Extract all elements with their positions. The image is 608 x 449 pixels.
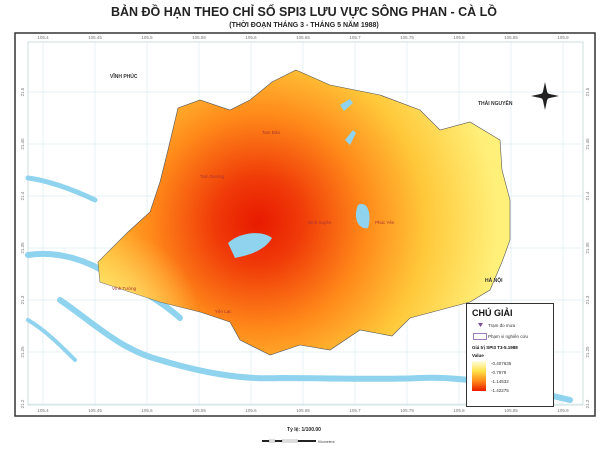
lon-tick-label: 105.8 xyxy=(453,35,465,40)
ramp-value: -0.7979 xyxy=(491,370,507,375)
lon-tick-label: 105.85 xyxy=(504,35,518,40)
lon-tick-label: 105.8 xyxy=(453,408,465,413)
lon-tick-label: 105.45 xyxy=(88,35,102,40)
legend-station: Trạm đo mưa xyxy=(472,323,548,328)
lat-tick-label: 21.2 xyxy=(585,399,590,408)
legend-title: CHÚ GIẢI xyxy=(472,308,513,318)
lat-tick-label: 21.5 xyxy=(585,87,590,96)
lat-tick-label: 21.4 xyxy=(20,191,25,200)
lat-tick-label: 21.45 xyxy=(20,138,25,150)
ramp-bar xyxy=(472,361,486,391)
district-label-phuc-yen: Phúc Yên xyxy=(375,220,395,225)
lon-tick-label: 105.75 xyxy=(400,408,414,413)
lon-tick-label: 105.6 xyxy=(245,408,257,413)
lon-tick-label: 105.9 xyxy=(557,408,569,413)
map-frame xyxy=(14,32,596,417)
district-label-binh-xuyen: Bình Xuyên xyxy=(308,220,332,225)
lat-tick-label: 21.35 xyxy=(585,242,590,254)
lon-tick-label: 105.4 xyxy=(37,408,49,413)
map-subtitle: (THỜI ĐOẠN THÁNG 3 - THÁNG 5 NĂM 1988) xyxy=(229,22,379,29)
basin-shading xyxy=(98,150,200,312)
district-label-vinh-tuong: Vĩnh Tường xyxy=(112,286,137,291)
district-label-tam-dao: Tam Đảo xyxy=(262,130,281,135)
district-label-tam-duong: Tam Dương xyxy=(200,174,224,179)
lon-tick-label: 105.75 xyxy=(400,35,414,40)
lon-tick-label: 105.5 xyxy=(141,35,153,40)
scale-label: Tỷ lệ: 1/100.00 xyxy=(287,427,321,433)
district-label-yen-lac: Yên Lạc xyxy=(215,309,232,314)
lon-tick-label: 105.6 xyxy=(245,35,257,40)
lon-tick-label: 105.45 xyxy=(88,408,102,413)
lon-tick-label: 105.55 xyxy=(192,35,206,40)
lat-tick-label: 21.4 xyxy=(585,191,590,200)
legend: CHÚ GIẢI Trạm đo mưa Phạm vi nghiên cứu … xyxy=(466,303,554,407)
triangle-station-icon xyxy=(472,323,488,328)
lon-tick-label: 105.7 xyxy=(349,408,361,413)
lat-tick-label: 21.45 xyxy=(585,138,590,150)
legend-boundary: Phạm vi nghiên cứu xyxy=(472,333,548,340)
lon-tick-label: 105.9 xyxy=(557,35,569,40)
lat-tick-label: 21.25 xyxy=(20,346,25,358)
legend-color-ramp: -0.407635 -0.7979 -1.14532 -1.42275 xyxy=(472,361,548,393)
ramp-value: -1.14532 xyxy=(491,379,509,384)
lat-tick-label: 21.2 xyxy=(20,399,25,408)
lat-tick-label: 21.25 xyxy=(585,346,590,358)
legend-station-label: Trạm đo mưa xyxy=(488,323,516,328)
lakes xyxy=(228,99,370,258)
region-label-ha-noi: HÀ NỘI xyxy=(485,276,503,284)
lat-tick-label: 21.3 xyxy=(585,295,590,304)
ramp-value: -1.42275 xyxy=(491,388,509,393)
lon-tick-label: 105.65 xyxy=(296,35,310,40)
region-label-thai-nguyen: THÁI NGUYÊN xyxy=(478,99,513,107)
lat-tick-label: 21.35 xyxy=(20,242,25,254)
lat-tick-label: 21.3 xyxy=(20,295,25,304)
ramp-value: -0.407635 xyxy=(491,361,512,366)
region-label-vinh-phuc: VĨNH PHÚC xyxy=(110,73,138,80)
lon-tick-label: 105.5 xyxy=(141,408,153,413)
legend-value-title: Giá trị SPI3 T3-5.1988 xyxy=(472,345,518,350)
lon-tick-label: 105.55 xyxy=(192,408,206,413)
lon-tick-label: 105.85 xyxy=(504,408,518,413)
map-title: BẢN ĐỒ HẠN THEO CHỈ SỐ SPI3 LƯU VỰC SÔNG… xyxy=(110,5,498,19)
legend-value-label: Value xyxy=(472,353,484,358)
boundary-swatch-icon xyxy=(473,333,487,340)
lon-tick-label: 105.65 xyxy=(296,408,310,413)
north-arrow-compass-icon xyxy=(531,82,559,110)
legend-boundary-label: Phạm vi nghiên cứu xyxy=(488,334,529,339)
lon-tick-label: 105.4 xyxy=(37,35,49,40)
lon-tick-label: 105.7 xyxy=(349,35,361,40)
lat-tick-label: 21.5 xyxy=(20,87,25,96)
